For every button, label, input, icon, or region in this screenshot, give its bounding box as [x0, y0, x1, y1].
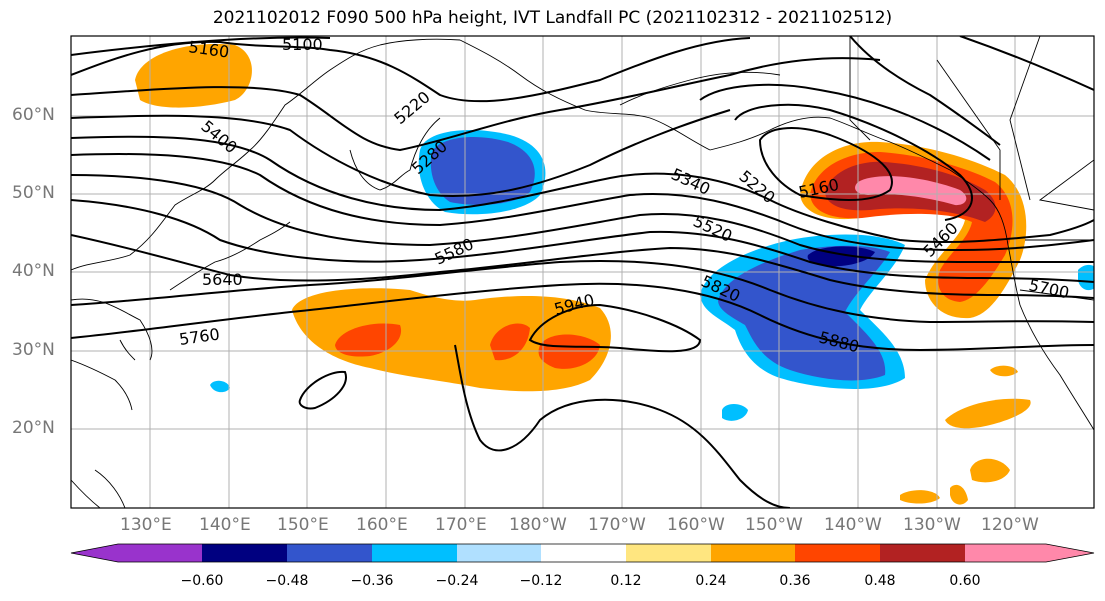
- ivt-positive-region: [900, 490, 940, 504]
- colorbar-segment: [626, 544, 711, 562]
- colorbar-segment: [541, 544, 626, 562]
- lon-label: 140°W: [824, 515, 882, 535]
- lat-label: 30°N: [12, 340, 55, 360]
- colorbar-tick-label: 0.12: [610, 573, 642, 589]
- colorbar-segment: [795, 544, 880, 562]
- ivt-positive-region: [950, 484, 968, 505]
- contour-label: 5580: [432, 234, 477, 268]
- lat-label: 60°N: [12, 105, 55, 125]
- contour-label: 5400: [197, 117, 240, 158]
- lon-label: 120°W: [981, 515, 1039, 535]
- lon-label: 170°W: [588, 515, 646, 535]
- map-title: 2021102012 F090 500 hPa height, IVT Land…: [212, 8, 893, 28]
- colorbar-segment: [372, 544, 457, 562]
- lat-label: 50°N: [12, 183, 55, 203]
- ivt-negative-region: [722, 404, 748, 421]
- lon-label: 130°W: [903, 515, 961, 535]
- lon-label: 180°W: [509, 515, 567, 535]
- colorbar-segment: [287, 544, 372, 562]
- contour-label: 5760: [178, 324, 221, 348]
- colorbar-tick-label: 0.48: [864, 573, 896, 589]
- contour-label: 5100: [282, 35, 323, 54]
- colorbar-segment: [118, 544, 202, 562]
- ivt-positive-region: [945, 398, 1031, 429]
- ivt-positive-max: [855, 176, 967, 206]
- lon-label: 150°W: [745, 515, 803, 535]
- colorbar-segment: [202, 544, 287, 562]
- colorbar-segment: [1046, 544, 1094, 562]
- ivt-positive-region: [970, 458, 1010, 483]
- ivt-positive-region: [135, 44, 252, 108]
- lon-label: 130°E: [120, 515, 172, 535]
- ivt-positive-region: [990, 365, 1018, 377]
- map-frame: [70, 35, 1095, 509]
- colorbar-tick-label: −0.24: [435, 573, 479, 589]
- ivt-negative-region: [1078, 264, 1094, 291]
- lat-label: 40°N: [12, 261, 55, 281]
- contour-label: 5640: [202, 270, 243, 289]
- colorbar-tick-label: 0.24: [695, 573, 727, 589]
- lon-label: 160°E: [356, 515, 408, 535]
- lat-label: 20°N: [12, 418, 55, 438]
- colorbar-tick-label: 0.60: [949, 573, 981, 589]
- ivt-positive-core: [335, 323, 402, 357]
- ivt-negative-mid: [718, 245, 890, 381]
- ivt-positive-core: [538, 334, 600, 369]
- height-contours: [71, 36, 1094, 508]
- colorbar-tick-label: −0.36: [350, 573, 394, 589]
- colorbar-tick-label: −0.60: [180, 573, 224, 589]
- colorbar-tick-label: 0.36: [779, 573, 811, 589]
- contour-label: 5220: [390, 87, 433, 128]
- colorbar-tick-label: −0.48: [265, 573, 309, 589]
- colorbar: [70, 543, 1095, 563]
- colorbar-segment: [880, 544, 965, 562]
- colorbar-segment: [71, 544, 118, 562]
- ivt-negative-core: [430, 136, 535, 205]
- colorbar-tick-label: −0.12: [519, 573, 563, 589]
- lon-label: 170°E: [435, 515, 487, 535]
- colorbar-segment: [711, 544, 795, 562]
- lon-label: 150°E: [277, 515, 329, 535]
- lon-label: 160°W: [667, 515, 725, 535]
- colorbar-segment: [457, 544, 541, 562]
- ivt-positive-band: [292, 288, 611, 392]
- contour-label: 5520: [690, 211, 735, 245]
- ivt-negative-region: [210, 380, 230, 393]
- lon-label: 140°E: [199, 515, 251, 535]
- colorbar-segment: [965, 544, 1046, 562]
